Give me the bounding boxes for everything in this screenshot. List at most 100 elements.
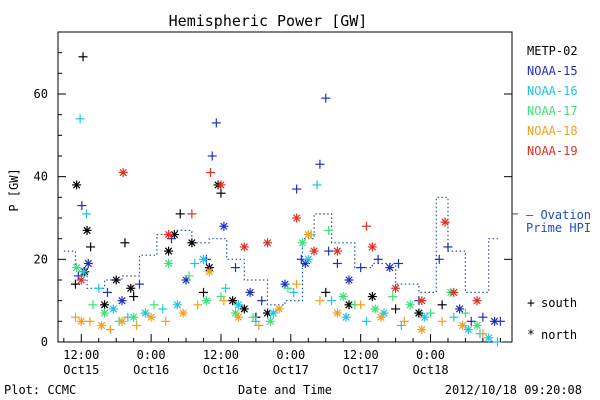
point-noaa-18-south	[219, 296, 229, 306]
point-noaa-15-south	[443, 242, 453, 252]
point-noaa-16-north	[268, 308, 278, 318]
point-metp-02-north	[164, 246, 174, 256]
marker-legend: + south * north	[527, 296, 577, 343]
point-noaa-17-south	[460, 308, 470, 318]
point-noaa-19-north	[164, 230, 174, 240]
point-noaa-18-south	[399, 316, 409, 326]
point-noaa-15-south	[207, 151, 217, 161]
point-noaa-19-north	[216, 180, 226, 190]
point-metp-02-south	[437, 300, 447, 310]
point-noaa-16-north	[172, 300, 182, 310]
point-metp-02-south	[391, 304, 401, 314]
point-noaa-16-north	[79, 267, 89, 277]
x-tick-time: 0:00	[137, 348, 166, 362]
point-noaa-15-north	[245, 287, 255, 297]
point-noaa-19-north	[118, 168, 128, 178]
footer-left: Plot: CCMC	[4, 383, 76, 397]
point-metp-02-north	[169, 230, 179, 240]
point-noaa-15-south	[394, 258, 403, 268]
point-noaa-18-south	[161, 316, 171, 326]
point-noaa-15-south	[77, 201, 87, 211]
point-noaa-17-south	[324, 225, 334, 235]
point-noaa-17-north	[164, 258, 174, 268]
point-noaa-16-north	[341, 312, 351, 322]
point-noaa-16-south	[312, 180, 322, 190]
legend-entry-noaa-19: NOAA-19	[527, 144, 578, 158]
point-metp-02-north	[100, 300, 110, 310]
point-noaa-17-north	[297, 238, 307, 248]
point-noaa-16-south	[82, 209, 92, 219]
point-noaa-17-south	[149, 300, 159, 310]
point-noaa-18-north	[303, 230, 313, 240]
point-noaa-18-north	[458, 320, 468, 330]
marker-legend-label: north	[541, 328, 577, 342]
point-noaa-18-north	[417, 325, 427, 335]
ovation-step-line	[63, 196, 501, 306]
point-noaa-19-north	[239, 242, 249, 252]
point-metp-02-north	[126, 283, 136, 293]
point-noaa-18-north	[233, 312, 243, 322]
point-noaa-15-north	[83, 258, 93, 268]
point-noaa-16-south	[75, 114, 85, 124]
point-noaa-17-north	[201, 296, 211, 306]
legend-entry-metp-02: METP-02	[527, 44, 578, 58]
point-noaa-18-north	[146, 312, 156, 322]
point-metp-02-north	[367, 292, 377, 302]
point-noaa-16-south	[361, 316, 371, 326]
point-noaa-16-north	[463, 325, 473, 335]
satellite-points	[70, 52, 505, 347]
point-noaa-17-south	[388, 292, 398, 302]
point-noaa-18-south	[315, 296, 325, 306]
point-noaa-17-north	[100, 308, 110, 318]
marker-legend-symbol: *	[527, 328, 535, 343]
ovation-hpi-series	[63, 196, 501, 306]
point-noaa-19-north	[472, 296, 482, 306]
point-noaa-18-south	[70, 312, 80, 322]
point-noaa-18-north	[204, 267, 214, 277]
point-metp-02-south	[175, 209, 185, 219]
legend-entry-noaa-17: NOAA-17	[527, 104, 578, 118]
ovation-legend-line: — Ovation	[526, 208, 591, 222]
point-noaa-16-north	[140, 308, 150, 318]
point-noaa-17-south	[248, 312, 258, 322]
point-noaa-19-north	[292, 213, 302, 223]
marker-legend-symbol: +	[527, 296, 535, 311]
x-tick-time: 12:00	[203, 348, 239, 362]
point-metp-02-south	[216, 188, 226, 198]
footer-center: Date and Time	[238, 383, 332, 397]
y-tick-label: 60	[34, 87, 48, 101]
point-noaa-18-north	[76, 316, 86, 326]
point-noaa-16-south	[289, 287, 299, 297]
point-noaa-15-south	[211, 118, 221, 128]
legend-entry-noaa-16: NOAA-16	[527, 84, 578, 98]
point-noaa-15-south	[434, 254, 444, 264]
point-noaa-18-south	[193, 300, 203, 310]
point-noaa-15-south	[102, 287, 112, 297]
ovation-legend-line: Prime HPI	[526, 221, 591, 235]
point-noaa-19-north	[332, 246, 342, 256]
x-tick-time: 12:00	[63, 348, 99, 362]
point-noaa-15-north	[181, 275, 191, 285]
y-axis: 0 20 40 60	[34, 52, 512, 349]
point-metp-02-south	[129, 292, 139, 302]
footer-right: 2012/10/18 09:20:08	[445, 383, 582, 397]
point-noaa-15-north	[455, 304, 465, 314]
point-noaa-19-north	[309, 246, 319, 256]
point-metp-02-north	[228, 296, 238, 306]
point-noaa-17-north	[265, 316, 275, 326]
point-noaa-18-south	[292, 279, 302, 289]
point-metp-02-south	[321, 287, 331, 297]
y-tick-label: 0	[41, 335, 48, 349]
point-noaa-16-north	[108, 304, 118, 314]
point-noaa-15-south	[332, 258, 342, 268]
point-noaa-16-south	[327, 296, 337, 306]
x-tick-time: 12:00	[343, 348, 379, 362]
point-metp-02-south	[120, 238, 130, 248]
x-tick-date: Oct15	[63, 363, 99, 377]
point-noaa-15-south	[373, 254, 383, 264]
marker-legend-label: south	[541, 296, 577, 310]
y-tick-label: 40	[34, 170, 48, 184]
point-noaa-15-south	[324, 246, 334, 256]
